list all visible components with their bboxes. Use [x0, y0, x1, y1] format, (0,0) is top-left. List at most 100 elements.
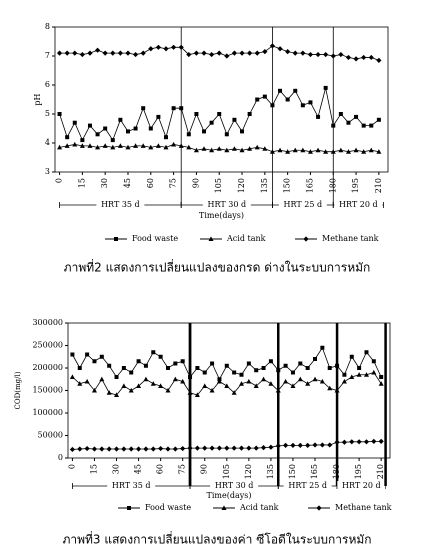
marker — [102, 143, 108, 148]
y-axis-label: COD(mg/l) — [14, 371, 22, 409]
marker — [148, 144, 154, 150]
legend-label: Acid tank — [239, 503, 279, 512]
marker — [276, 368, 281, 373]
marker — [371, 369, 377, 375]
marker — [231, 445, 237, 451]
legend-label: Methane tank — [335, 503, 392, 512]
marker — [338, 112, 343, 116]
marker — [180, 445, 186, 452]
x-tick-label: 210 — [374, 178, 383, 193]
period-label-bg — [283, 481, 332, 491]
marker — [335, 363, 340, 368]
marker — [224, 53, 230, 59]
x-tick-label: 45 — [123, 178, 132, 188]
marker — [231, 146, 237, 151]
marker — [117, 50, 123, 56]
marker — [165, 446, 171, 452]
marker — [84, 445, 90, 452]
marker — [180, 378, 186, 384]
marker — [202, 129, 207, 134]
marker — [357, 366, 362, 370]
marker — [136, 383, 142, 388]
marker — [95, 132, 100, 137]
marker — [364, 350, 369, 355]
marker — [125, 144, 131, 150]
marker — [57, 112, 62, 116]
marker — [195, 366, 200, 370]
marker — [110, 144, 116, 150]
marker — [140, 50, 146, 56]
x-tick-label: 105 — [214, 178, 223, 193]
marker — [158, 445, 164, 452]
marker — [186, 144, 192, 150]
marker — [283, 363, 288, 368]
marker — [187, 390, 193, 395]
marker — [143, 376, 149, 382]
marker — [178, 44, 184, 50]
marker — [349, 439, 355, 445]
marker — [72, 120, 77, 125]
marker — [231, 50, 238, 56]
marker — [261, 376, 267, 382]
marker — [179, 106, 184, 111]
marker — [150, 446, 156, 452]
marker — [368, 54, 374, 61]
period-label: HRT 25 d — [288, 481, 327, 490]
marker — [193, 147, 199, 153]
marker — [202, 445, 208, 451]
marker — [99, 354, 104, 359]
y-tick-label: 100000 — [32, 408, 63, 417]
x-tick-label: 0 — [55, 178, 64, 183]
marker — [216, 445, 223, 451]
marker — [353, 56, 359, 62]
period-label-bg — [107, 481, 156, 491]
marker — [361, 123, 366, 128]
marker — [356, 372, 362, 377]
marker — [151, 350, 156, 355]
marker — [171, 106, 176, 111]
marker — [300, 50, 306, 56]
marker — [297, 442, 303, 448]
marker — [221, 505, 227, 510]
period-label: HRT 30 d — [208, 200, 247, 209]
marker — [247, 146, 253, 151]
marker — [158, 383, 164, 388]
marker — [224, 363, 229, 368]
marker — [91, 446, 98, 452]
marker — [275, 443, 281, 449]
marker — [308, 100, 313, 105]
marker — [275, 387, 281, 393]
marker — [70, 352, 75, 357]
marker — [323, 51, 329, 58]
marker — [285, 149, 291, 154]
marker — [171, 141, 177, 147]
x-tick-label: 180 — [328, 178, 337, 193]
marker — [369, 123, 374, 128]
x-tick-label: 30 — [100, 178, 109, 188]
marker — [128, 387, 134, 393]
y-tick-label: 250000 — [32, 341, 63, 350]
marker — [140, 143, 146, 148]
marker — [164, 135, 168, 140]
marker — [156, 114, 161, 119]
marker — [345, 149, 351, 154]
marker — [135, 446, 142, 452]
marker — [239, 50, 245, 56]
x-tick-label: 135 — [260, 178, 269, 193]
marker — [290, 383, 296, 388]
marker — [300, 103, 305, 108]
marker — [323, 85, 328, 90]
marker — [216, 146, 222, 151]
x-tick-label: 210 — [376, 464, 385, 479]
marker — [277, 147, 283, 153]
marker — [315, 147, 321, 153]
marker — [210, 361, 215, 366]
y-tick-label: 300000 — [32, 318, 63, 327]
marker — [209, 445, 215, 451]
marker — [238, 381, 244, 386]
marker — [118, 117, 123, 122]
marker — [316, 114, 321, 119]
y-tick-label: 200000 — [32, 363, 63, 372]
marker — [268, 444, 274, 450]
marker — [246, 361, 251, 366]
